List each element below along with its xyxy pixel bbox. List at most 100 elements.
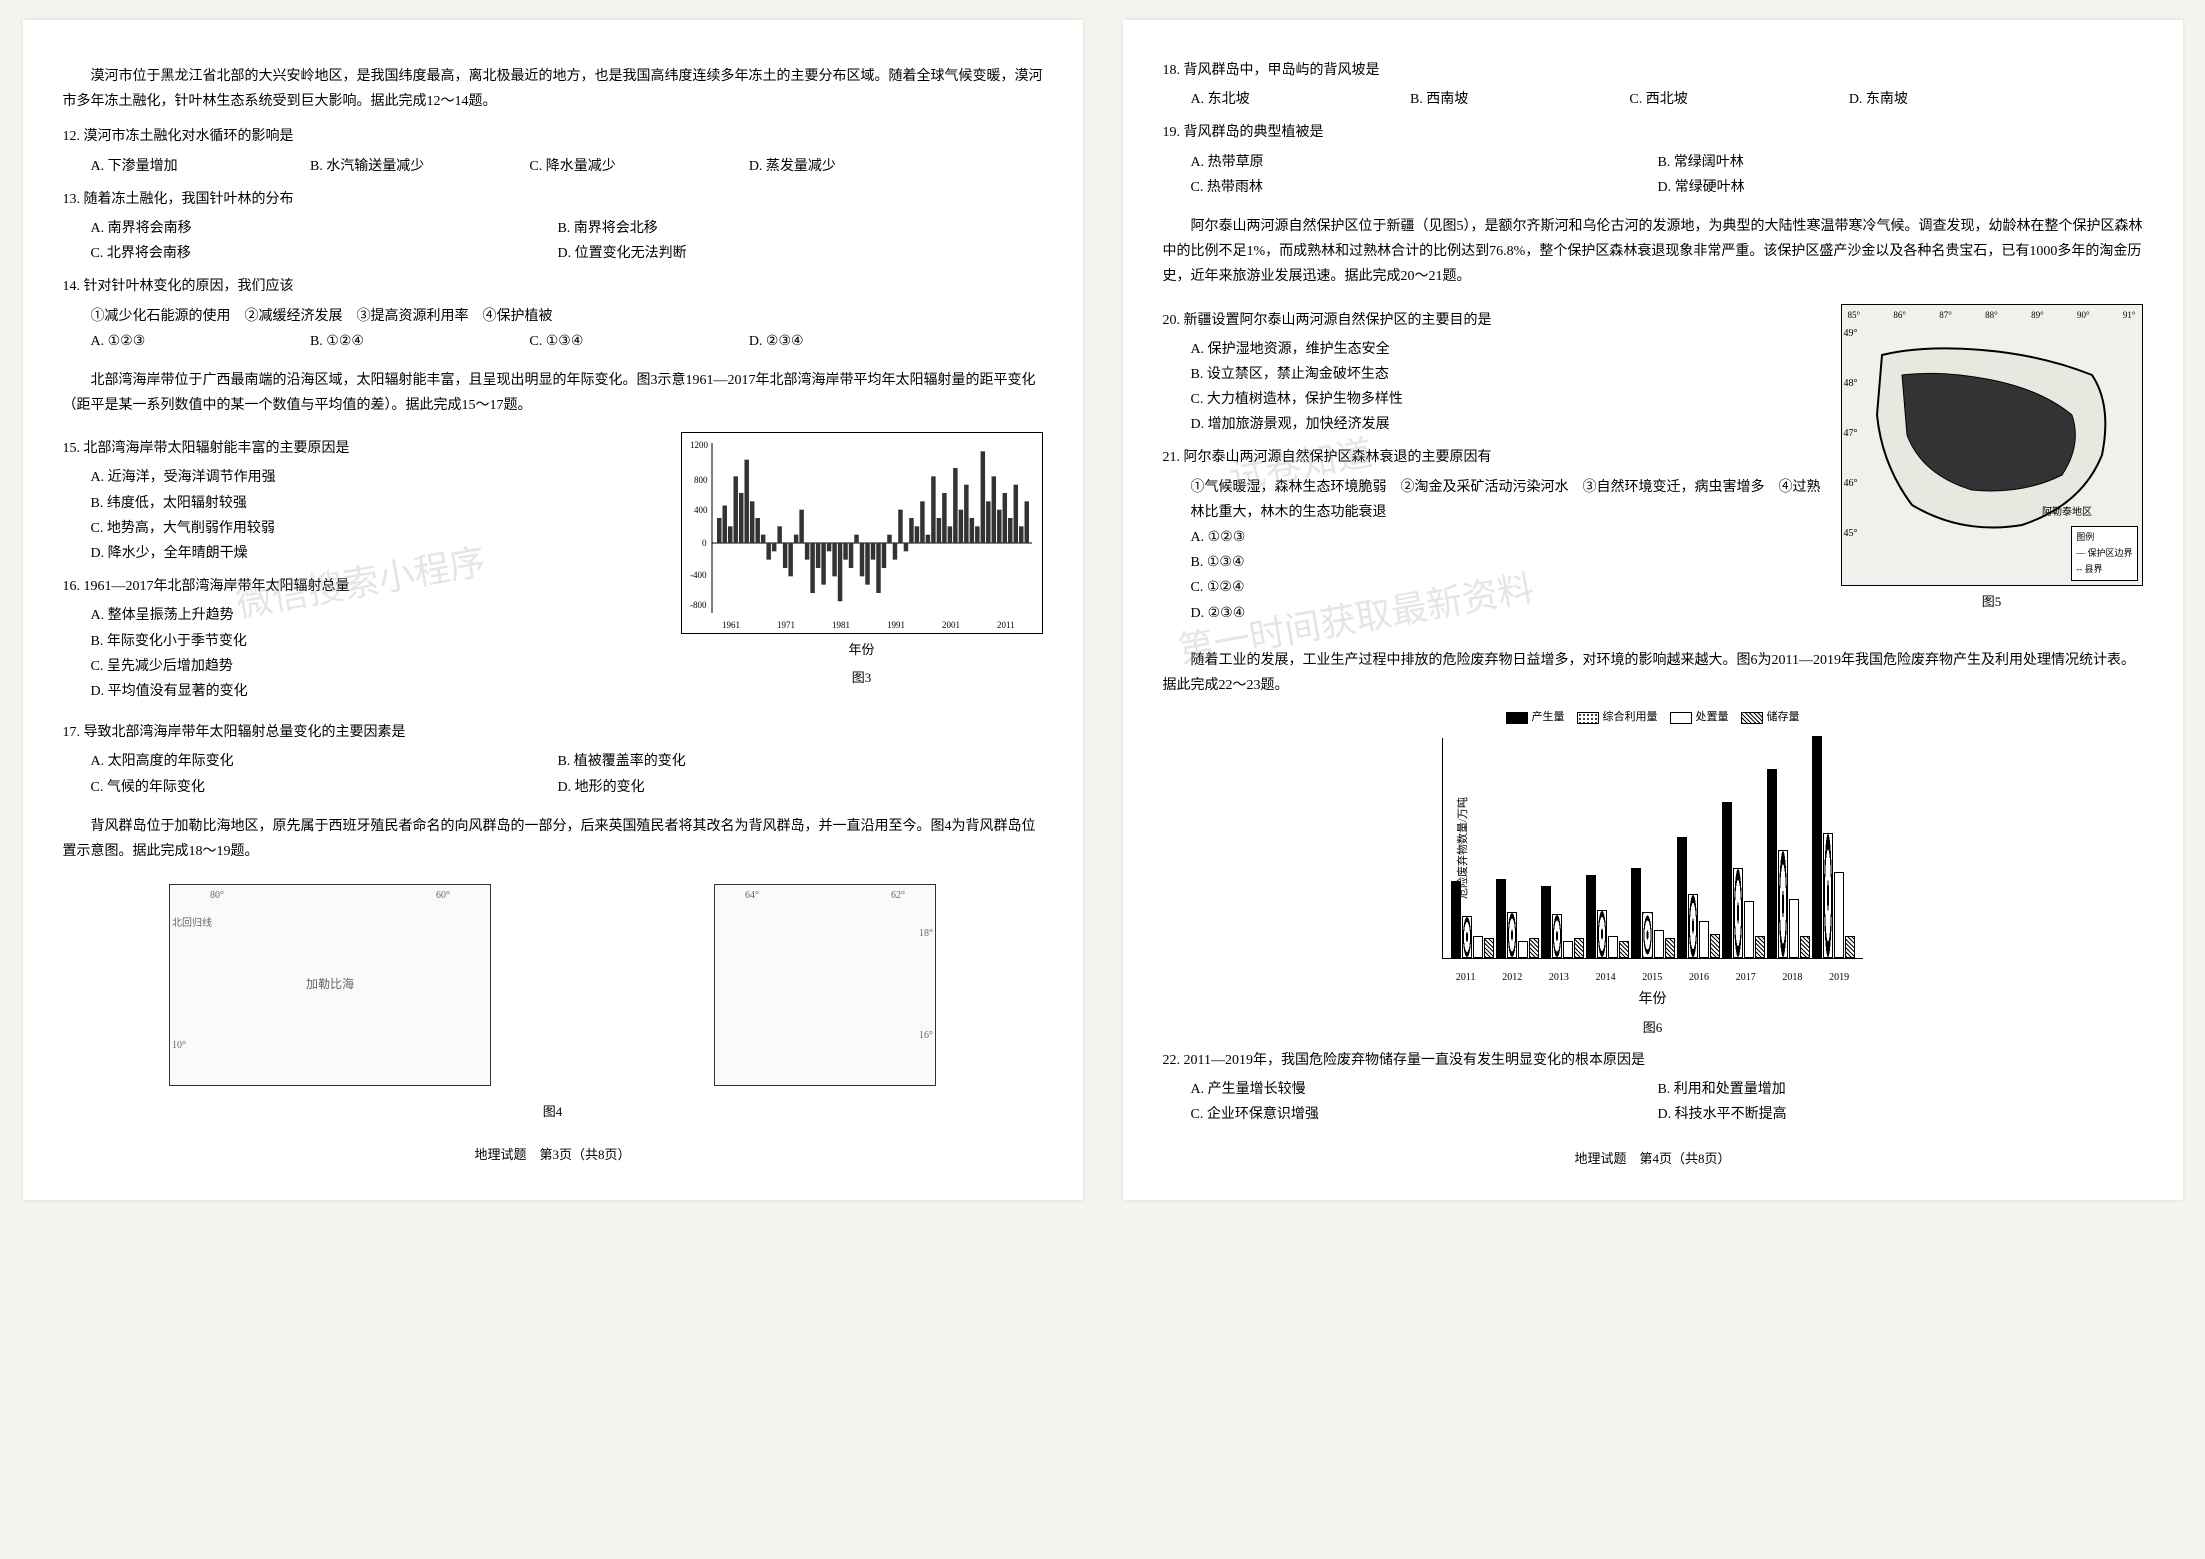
q19-opt-a: A. 热带草原 xyxy=(1191,150,1648,175)
page4-footer: 地理试题 第4页（共8页） xyxy=(1163,1147,2143,1170)
q17-opt-c: C. 气候的年际变化 xyxy=(91,775,548,800)
svg-text:1981: 1981 xyxy=(832,620,850,630)
svg-text:1971: 1971 xyxy=(777,620,795,630)
svg-text:0: 0 xyxy=(702,538,707,548)
q21-opt-d: D. ②③④ xyxy=(1191,601,1821,626)
q16-text: 16. 1961—2017年北部湾海岸带年太阳辐射总量 xyxy=(63,574,661,599)
q17-opt-d: D. 地形的变化 xyxy=(557,775,1014,800)
question-17: 17. 导致北部湾海岸带年太阳辐射总量变化的主要因素是 A. 太阳高度的年际变化… xyxy=(63,720,1043,800)
q18-opt-a: A. 东北坡 xyxy=(1191,87,1400,112)
q13-text: 13. 随着冻土融化，我国针叶林的分布 xyxy=(63,187,1043,212)
question-19: 19. 背风群岛的典型植被是 A. 热带草原 B. 常绿阔叶林 C. 热带雨林 … xyxy=(1163,120,2143,200)
q16-opt-d: D. 平均值没有显著的变化 xyxy=(91,679,661,704)
fig5-caption: 图5 xyxy=(1841,590,2143,613)
figure-5-map: 85° 86° 87° 88° 89° 90° 91° 阿勒泰地区 49° xyxy=(1841,304,2143,586)
q13-opt-c: C. 北界将会南移 xyxy=(91,241,548,266)
svg-text:1991: 1991 xyxy=(887,620,905,630)
q16-opt-b: B. 年际变化小于季节变化 xyxy=(91,629,661,654)
q17-opt-a: A. 太阳高度的年际变化 xyxy=(91,749,548,774)
q18-opt-b: B. 西南坡 xyxy=(1410,87,1619,112)
q14-opt-d: D. ②③④ xyxy=(749,329,958,354)
svg-text:800: 800 xyxy=(694,475,708,485)
question-16: 16. 1961—2017年北部湾海岸带年太阳辐射总量 A. 整体呈振荡上升趋势… xyxy=(63,574,661,704)
q19-text: 19. 背风群岛的典型植被是 xyxy=(1163,120,2143,145)
q20-opt-c: C. 大力植树造林，保护生物多样性 xyxy=(1191,387,1821,412)
q12-opt-c: C. 降水量减少 xyxy=(529,154,738,179)
page-4: 试卷知道 第一时间获取最新资料 18. 背风群岛中，甲岛屿的背风坡是 A. 东北… xyxy=(1123,20,2183,1200)
q22-opt-a: A. 产生量增长较慢 xyxy=(1191,1077,1648,1102)
q14-text: 14. 针对针叶林变化的原因，我们应该 xyxy=(63,274,1043,299)
q21-text: 21. 阿尔泰山两河源自然保护区森林衰退的主要原因有 xyxy=(1163,445,1821,470)
q21-opt-c: C. ①②④ xyxy=(1191,575,1821,600)
q13-opt-b: B. 南界将会北移 xyxy=(557,216,1014,241)
fig6-legend: 产生量 综合利用量 处置量 储存量 xyxy=(1163,708,2143,728)
svg-text:2001: 2001 xyxy=(942,620,960,630)
q18-opt-d: D. 东南坡 xyxy=(1849,87,2058,112)
q16-opt-c: C. 呈先减少后增加趋势 xyxy=(91,654,661,679)
q16-opt-a: A. 整体呈振荡上升趋势 xyxy=(91,603,661,628)
svg-text:-800: -800 xyxy=(690,600,707,610)
fig6-chart: 危险废弃物数量/万吨 xyxy=(1442,738,1863,959)
svg-text:1961: 1961 xyxy=(722,620,740,630)
figure-3-chart: 1200 800 400 0 -400 -800 1961 1971 1981 … xyxy=(681,432,1043,634)
passage-1: 漠河市位于黑龙江省北部的大兴安岭地区，是我国纬度最高，离北极最近的地方，也是我国… xyxy=(63,64,1043,114)
q19-opt-c: C. 热带雨林 xyxy=(1191,175,1648,200)
q22-opt-b: B. 利用和处置量增加 xyxy=(1657,1077,2114,1102)
q13-opt-d: D. 位置变化无法判断 xyxy=(557,241,1014,266)
question-21: 21. 阿尔泰山两河源自然保护区森林衰退的主要原因有 ①气候暖湿，森林生态环境脆… xyxy=(1163,445,1821,625)
q19-opt-b: B. 常绿阔叶林 xyxy=(1657,150,2114,175)
passage-4: 阿尔泰山两河源自然保护区位于新疆（见图5），是额尔齐斯河和乌伦古河的发源地，为典… xyxy=(1163,214,2143,290)
question-20: 20. 新疆设置阿尔泰山两河源自然保护区的主要目的是 A. 保护湿地资源，维护生… xyxy=(1163,308,1821,438)
q12-opt-b: B. 水汽输送量减少 xyxy=(310,154,519,179)
q22-text: 22. 2011—2019年，我国危险废弃物储存量一直没有发生明显变化的根本原因… xyxy=(1163,1048,2143,1073)
q12-text: 12. 漠河市冻土融化对水循环的影响是 xyxy=(63,124,1043,149)
passage-5: 随着工业的发展，工业生产过程中排放的危险废弃物日益增多，对环境的影响越来越大。图… xyxy=(1163,648,2143,698)
figure-4: 80° 60° 北回归线 10° 加勒比海 64° 62° 18° 16° 图4 xyxy=(63,874,1043,1123)
svg-text:1200: 1200 xyxy=(690,440,709,450)
q14-opt-b: B. ①②④ xyxy=(310,329,519,354)
q17-opt-b: B. 植被覆盖率的变化 xyxy=(557,749,1014,774)
fig5-region-label: 阿勒泰地区 xyxy=(2042,505,2092,518)
q14-opt-a: A. ①②③ xyxy=(91,329,300,354)
q15-opt-d: D. 降水少，全年晴朗干燥 xyxy=(91,541,661,566)
fig4-caption: 图4 xyxy=(63,1100,1043,1123)
q20-text: 20. 新疆设置阿尔泰山两河源自然保护区的主要目的是 xyxy=(1163,308,1821,333)
q18-text: 18. 背风群岛中，甲岛屿的背风坡是 xyxy=(1163,58,2143,83)
svg-text:-400: -400 xyxy=(690,570,707,580)
q20-opt-a: A. 保护湿地资源，维护生态安全 xyxy=(1191,337,1821,362)
q15-opt-a: A. 近海洋，受海洋调节作用强 xyxy=(91,465,661,490)
q21-items: ①气候暖湿，森林生态环境脆弱 ②淘金及采矿活动污染河水 ③自然环境变迁，病虫害增… xyxy=(1163,475,1821,525)
svg-text:2011: 2011 xyxy=(997,620,1015,630)
page3-footer: 地理试题 第3页（共8页） xyxy=(63,1143,1043,1166)
q20-opt-b: B. 设立禁区，禁止淘金破坏生态 xyxy=(1191,362,1821,387)
question-12: 12. 漠河市冻土融化对水循环的影响是 A. 下渗量增加 B. 水汽输送量减少 … xyxy=(63,124,1043,178)
q14-opt-c: C. ①③④ xyxy=(529,329,738,354)
q15-opt-c: C. 地势高，大气削弱作用较弱 xyxy=(91,516,661,541)
fig3-caption: 图3 xyxy=(681,666,1043,689)
fig3-xlabel: 年份 xyxy=(681,638,1043,661)
q18-opt-c: C. 西北坡 xyxy=(1629,87,1838,112)
question-13: 13. 随着冻土融化，我国针叶林的分布 A. 南界将会南移 B. 南界将会北移 … xyxy=(63,187,1043,267)
question-22: 22. 2011—2019年，我国危险废弃物储存量一直没有发生明显变化的根本原因… xyxy=(1163,1048,2143,1128)
question-18: 18. 背风群岛中，甲岛屿的背风坡是 A. 东北坡 B. 西南坡 C. 西北坡 … xyxy=(1163,58,2143,112)
q22-opt-c: C. 企业环保意识增强 xyxy=(1191,1102,1648,1127)
q19-opt-d: D. 常绿硬叶林 xyxy=(1657,175,2114,200)
q15-opt-b: B. 纬度低，太阳辐射较强 xyxy=(91,491,661,516)
fig6-caption: 图6 xyxy=(1163,1016,2143,1039)
q15-text: 15. 北部湾海岸带太阳辐射能丰富的主要原因是 xyxy=(63,436,661,461)
question-15: 15. 北部湾海岸带太阳辐射能丰富的主要原因是 A. 近海洋，受海洋调节作用强 … xyxy=(63,436,661,566)
q12-opt-d: D. 蒸发量减少 xyxy=(749,154,958,179)
passage-2: 北部湾海岸带位于广西最南端的沿海区域，太阳辐射能丰富，且呈现出明显的年际变化。图… xyxy=(63,368,1043,418)
passage-3: 背风群岛位于加勒比海地区，原先属于西班牙殖民者命名的向风群岛的一部分，后来英国殖… xyxy=(63,814,1043,864)
q12-opt-a: A. 下渗量增加 xyxy=(91,154,300,179)
fig4-label: 加勒比海 xyxy=(306,974,354,996)
figure-6: 产生量 综合利用量 处置量 储存量 危险废弃物数量/万吨 20112012201… xyxy=(1163,708,2143,1039)
q21-opt-a: A. ①②③ xyxy=(1191,525,1821,550)
page-3: 微信搜索小程序 漠河市位于黑龙江省北部的大兴安岭地区，是我国纬度最高，离北极最近… xyxy=(23,20,1083,1200)
question-14: 14. 针对针叶林变化的原因，我们应该 ①减少化石能源的使用 ②减缓经济发展 ③… xyxy=(63,274,1043,354)
q13-opt-a: A. 南界将会南移 xyxy=(91,216,548,241)
q22-opt-d: D. 科技水平不断提高 xyxy=(1657,1102,2114,1127)
svg-text:400: 400 xyxy=(694,505,708,515)
q14-items: ①减少化石能源的使用 ②减缓经济发展 ③提高资源利用率 ④保护植被 xyxy=(63,304,1043,329)
q17-text: 17. 导致北部湾海岸带年太阳辐射总量变化的主要因素是 xyxy=(63,720,1043,745)
